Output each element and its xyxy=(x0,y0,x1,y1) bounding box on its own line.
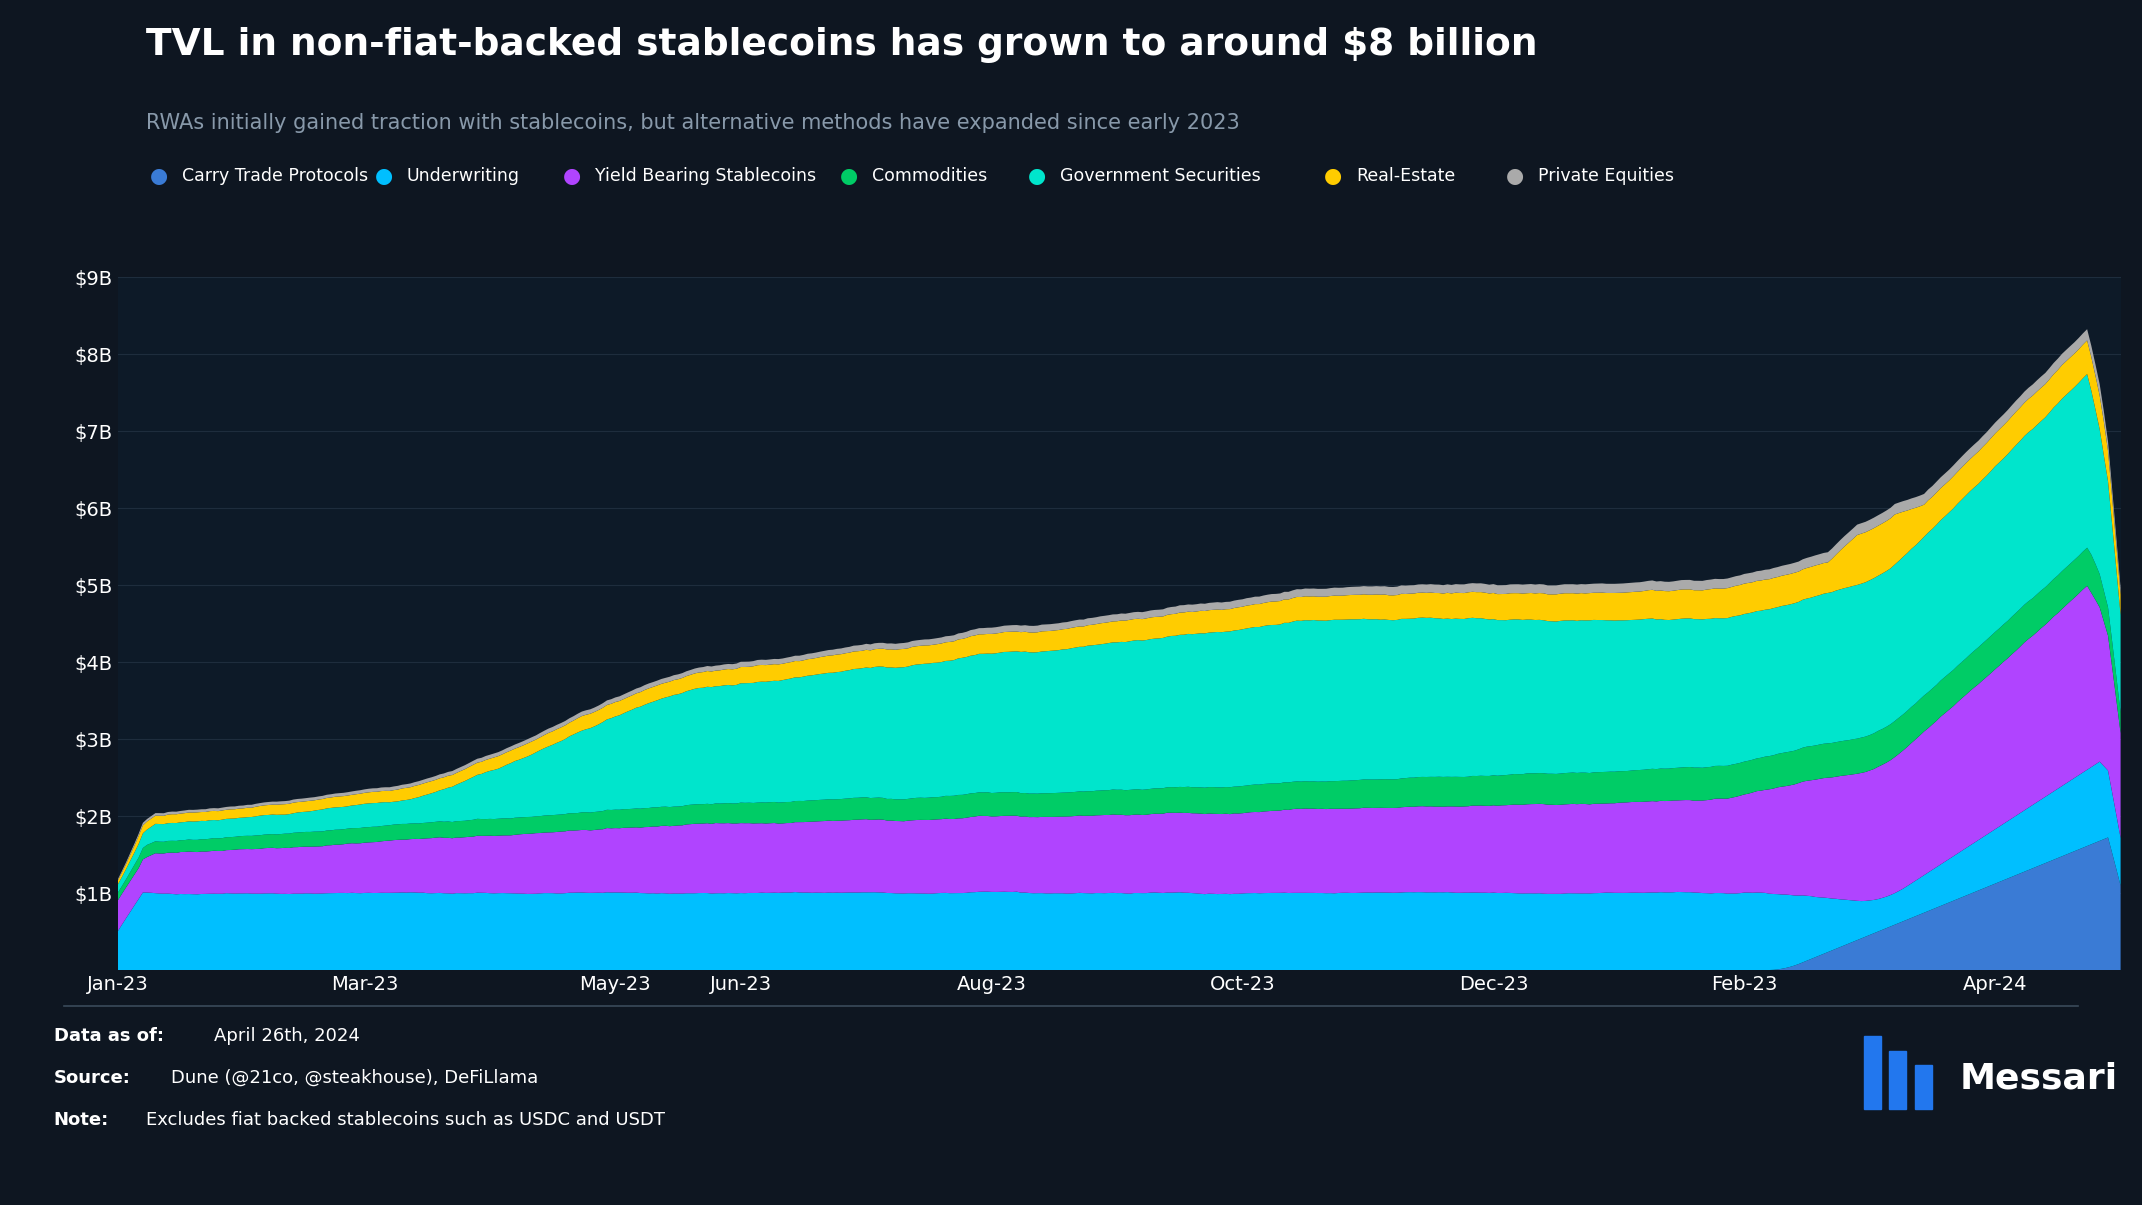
Text: ●: ● xyxy=(1324,166,1343,186)
Text: TVL in non-fiat-backed stablecoins has grown to around $8 billion: TVL in non-fiat-backed stablecoins has g… xyxy=(146,27,1538,63)
Text: Excludes fiat backed stablecoins such as USDC and USDT: Excludes fiat backed stablecoins such as… xyxy=(146,1111,664,1129)
Text: ●: ● xyxy=(840,166,859,186)
Text: April 26th, 2024: April 26th, 2024 xyxy=(214,1027,360,1045)
Text: Underwriting: Underwriting xyxy=(407,167,521,184)
Text: ●: ● xyxy=(563,166,583,186)
Text: Dune (@21co, @steakhouse), DeFiLlama: Dune (@21co, @steakhouse), DeFiLlama xyxy=(171,1069,538,1087)
Text: RWAs initially gained traction with stablecoins, but alternative methods have ex: RWAs initially gained traction with stab… xyxy=(146,113,1240,134)
Text: Commodities: Commodities xyxy=(872,167,987,184)
Text: Messari: Messari xyxy=(1960,1062,2118,1095)
Text: Real-Estate: Real-Estate xyxy=(1356,167,1454,184)
Text: Yield Bearing Stablecoins: Yield Bearing Stablecoins xyxy=(595,167,816,184)
Text: ●: ● xyxy=(1506,166,1525,186)
Text: ●: ● xyxy=(375,166,394,186)
Text: Data as of:: Data as of: xyxy=(54,1027,163,1045)
Text: ●: ● xyxy=(1028,166,1047,186)
Text: Government Securities: Government Securities xyxy=(1060,167,1262,184)
Text: Note:: Note: xyxy=(54,1111,109,1129)
Text: ●: ● xyxy=(150,166,169,186)
Text: Source:: Source: xyxy=(54,1069,131,1087)
Text: Private Equities: Private Equities xyxy=(1538,167,1673,184)
Text: Carry Trade Protocols: Carry Trade Protocols xyxy=(182,167,368,184)
